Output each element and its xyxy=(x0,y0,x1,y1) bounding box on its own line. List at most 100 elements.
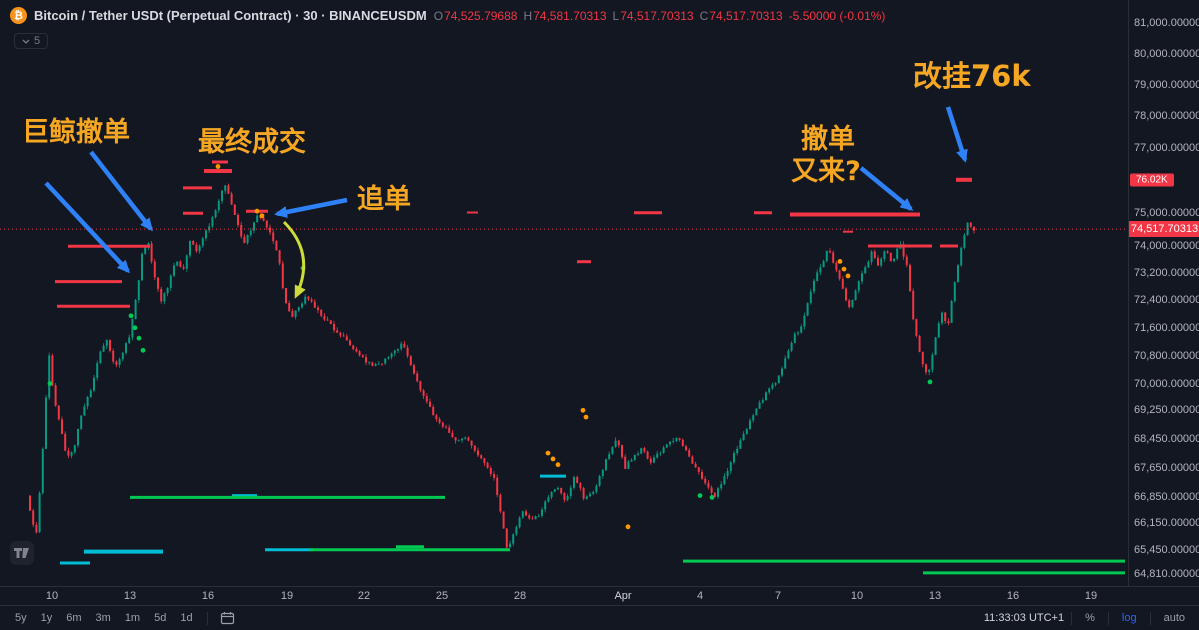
price-tick-label: 77,000.00000 xyxy=(1134,142,1199,155)
order-dot-green xyxy=(136,335,142,341)
indicators-collapse-button[interactable]: 5 xyxy=(14,33,49,49)
order-dot-orange xyxy=(550,456,556,462)
range-button-1d[interactable]: 1d xyxy=(173,610,199,626)
alert-price-badge[interactable]: 76.02K xyxy=(1130,173,1174,187)
price-tick-label: 66,150.00000 xyxy=(1134,517,1199,530)
bitcoin-icon: ₿ xyxy=(10,7,27,24)
range-button-3m[interactable]: 3m xyxy=(89,610,118,626)
price-tick-label: 74,000.00000 xyxy=(1134,240,1199,253)
high-value: 74,581.70313 xyxy=(533,8,607,23)
order-dot-green xyxy=(927,379,933,385)
time-tick-label: 10 xyxy=(850,590,864,602)
range-button-6m[interactable]: 6m xyxy=(59,610,88,626)
annotation-text[interactable]: 又来? xyxy=(791,156,861,187)
price-tick-label: 70,800.00000 xyxy=(1134,349,1199,362)
order-dot-orange xyxy=(837,259,843,264)
filled-order-dots xyxy=(47,164,933,530)
chevron-down-icon xyxy=(22,39,30,44)
order-dot-green xyxy=(709,495,715,500)
candles xyxy=(29,183,975,551)
annotation-text[interactable]: 撤单 xyxy=(801,123,855,155)
time-tick-label: 16 xyxy=(201,590,215,602)
time-tick-label: 16 xyxy=(1006,590,1020,602)
time-tick-label: 19 xyxy=(1084,590,1098,602)
annotation-arrow[interactable] xyxy=(274,197,348,218)
date-range-buttons: 5y 1y 6m 3m 1m 5d 1d xyxy=(8,610,200,626)
annotation-text[interactable]: 巨鲸撤单 xyxy=(22,116,130,148)
price-axis[interactable]: 76.02K 74,517.70313 81,000.00000 80,000.0… xyxy=(1128,0,1199,586)
range-button-1y[interactable]: 1y xyxy=(34,610,60,626)
range-button-1m[interactable]: 1m xyxy=(118,610,147,626)
ohlc-values: O 74,525.79688 H 74,581.70313 L 74,517.7031… xyxy=(434,9,886,23)
annotation-text[interactable]: 最终成交 xyxy=(198,126,306,158)
time-axis[interactable]: 10 13 16 19 22 25 28 Apr 4 7 10 13 16 19 xyxy=(0,586,1199,605)
price-tick-label: 66,850.00000 xyxy=(1134,491,1199,504)
price-tick-label: 65,450.00000 xyxy=(1134,543,1199,556)
order-dot-orange xyxy=(841,266,847,272)
price-tick-label: 73,200.00000 xyxy=(1134,267,1199,280)
time-tick-label: 4 xyxy=(696,590,704,602)
price-tick-label: 71,600.00000 xyxy=(1134,321,1199,334)
range-button-5d[interactable]: 5d xyxy=(147,610,173,626)
range-button-5y[interactable]: 5y xyxy=(8,610,34,626)
price-tick-label: 68,450.00000 xyxy=(1134,433,1199,445)
percent-scale-button[interactable]: % xyxy=(1079,610,1101,626)
order-dot-orange xyxy=(254,208,260,214)
clock[interactable]: 11:33:03 UTC+1 xyxy=(984,612,1064,624)
bottom-toolbar: 5y 1y 6m 3m 1m 5d 1d 11:33:03 UTC+1 % log au xyxy=(0,605,1199,630)
divider xyxy=(1107,611,1109,625)
order-dot-green xyxy=(697,493,703,498)
price-tick-label: 64,810.00000 xyxy=(1134,568,1199,580)
change-value: -5.50000 (-0.01%) xyxy=(788,8,886,23)
price-tick-label: 70,000.00000 xyxy=(1134,377,1199,390)
order-dot-orange xyxy=(625,524,631,530)
price-tick-label: 81,000.00000 xyxy=(1134,17,1199,29)
time-tick-label: 19 xyxy=(280,590,294,602)
tradingview-logo[interactable] xyxy=(10,541,34,565)
price-tick-label: 80,000.00000 xyxy=(1134,47,1199,60)
low-label: L xyxy=(612,8,620,23)
close-label: C xyxy=(699,8,709,23)
high-label: H xyxy=(523,8,533,23)
clock-time: 11:33:03 xyxy=(983,612,1026,624)
order-dot-green xyxy=(140,347,146,353)
order-level-lines xyxy=(55,160,1125,575)
price-tick-label: 67,650.00000 xyxy=(1134,462,1199,474)
order-dot-green xyxy=(132,325,138,331)
annotation-arrow[interactable] xyxy=(859,166,914,211)
annotation-arrow[interactable] xyxy=(945,106,968,163)
chart-legend: ₿ Bitcoin / Tether USDt (Perpetual Contr… xyxy=(10,7,885,24)
time-tick-label: 13 xyxy=(928,590,942,602)
price-tick-label: 79,000.00000 xyxy=(1134,78,1199,91)
price-tick-label: 75,000.00000 xyxy=(1134,207,1199,220)
log-scale-button[interactable]: log xyxy=(1116,610,1143,626)
time-tick-label: 28 xyxy=(513,590,527,602)
order-dot-orange xyxy=(555,462,561,468)
indicator-count: 5 xyxy=(34,35,41,47)
time-tick-label: 7 xyxy=(774,590,782,602)
open-label: O xyxy=(433,8,444,23)
annotation-curved-arrow[interactable] xyxy=(282,220,306,299)
annotation-text[interactable]: 改挂76k xyxy=(913,59,1031,93)
order-dot-orange xyxy=(580,407,586,413)
annotation-arrow[interactable] xyxy=(89,150,153,232)
price-tick-label: 78,000.00000 xyxy=(1134,110,1199,123)
time-tick-label: 13 xyxy=(123,590,137,602)
annotation-text[interactable]: 追单 xyxy=(357,183,411,215)
goto-date-button[interactable] xyxy=(215,609,240,627)
price-tick-label: 72,400.00000 xyxy=(1134,294,1199,307)
open-value: 74,525.79688 xyxy=(444,8,518,23)
time-tick-label: 25 xyxy=(435,590,449,602)
divider xyxy=(1149,611,1151,625)
annotation-arrow[interactable] xyxy=(44,181,131,274)
symbol-title[interactable]: Bitcoin / Tether USDt (Perpetual Contrac… xyxy=(34,8,427,23)
order-dot-orange xyxy=(259,213,265,219)
close-value: 74,517.70313 xyxy=(709,8,783,23)
order-dot-orange xyxy=(845,273,851,279)
order-dot-orange xyxy=(215,164,221,169)
calendar-icon xyxy=(220,612,234,625)
auto-scale-button[interactable]: auto xyxy=(1158,610,1191,626)
